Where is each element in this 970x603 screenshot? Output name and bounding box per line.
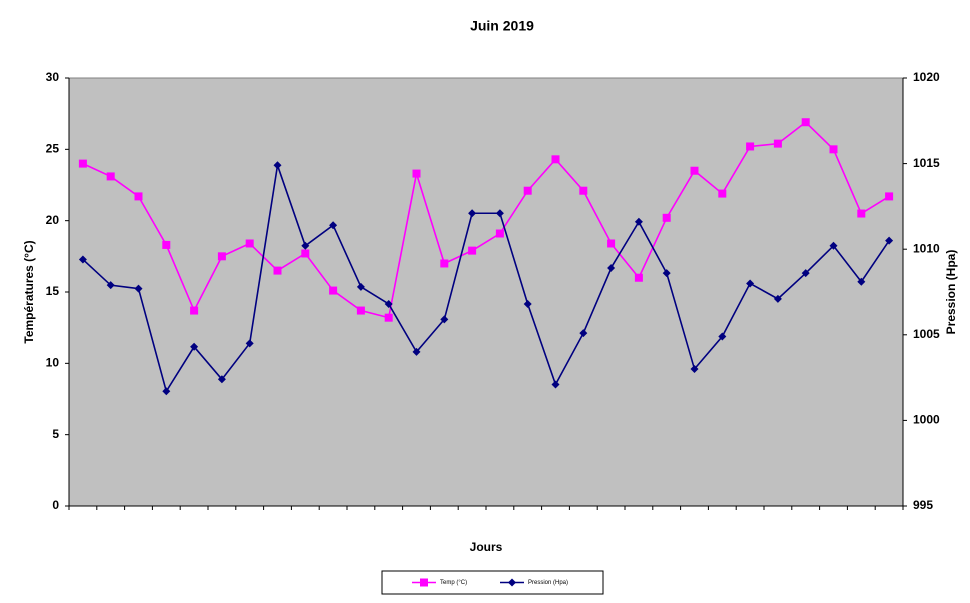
point bbox=[607, 264, 616, 273]
point bbox=[301, 241, 310, 250]
point bbox=[885, 236, 894, 245]
y-tick-label: 10 bbox=[46, 356, 60, 370]
y-tick-label: 30 bbox=[46, 70, 60, 84]
y2-axis-title: Pression (Hpa) bbox=[944, 250, 958, 335]
point bbox=[801, 118, 810, 127]
y2-tick-label: 1005 bbox=[913, 327, 940, 341]
y-tick-label: 0 bbox=[52, 498, 59, 512]
point bbox=[106, 172, 115, 181]
point bbox=[718, 189, 727, 198]
y-tick-label: 5 bbox=[52, 427, 59, 441]
point bbox=[78, 255, 87, 264]
point bbox=[245, 239, 254, 248]
point bbox=[384, 299, 393, 308]
point bbox=[579, 186, 588, 195]
y2-tick-label: 1000 bbox=[913, 413, 940, 427]
point bbox=[690, 166, 699, 175]
point bbox=[134, 192, 143, 201]
y2-tick-label: 1010 bbox=[913, 241, 940, 255]
chart-title: Juin 2019 bbox=[470, 18, 534, 34]
point bbox=[634, 217, 643, 226]
point bbox=[662, 269, 671, 278]
point bbox=[217, 375, 226, 384]
point bbox=[746, 142, 755, 151]
point bbox=[885, 192, 894, 201]
point bbox=[412, 169, 421, 178]
point bbox=[162, 240, 171, 249]
y-tick-label: 25 bbox=[46, 142, 60, 156]
legend-label: Pression (Hpa) bbox=[528, 580, 568, 586]
point bbox=[356, 306, 365, 315]
point bbox=[78, 159, 87, 168]
point bbox=[773, 294, 782, 303]
point bbox=[690, 365, 699, 374]
point bbox=[190, 342, 199, 351]
point bbox=[523, 299, 532, 308]
point bbox=[857, 209, 866, 218]
point bbox=[495, 229, 504, 238]
point bbox=[273, 266, 282, 275]
y2-tick-label: 1015 bbox=[913, 156, 940, 170]
point bbox=[329, 221, 338, 230]
point bbox=[468, 209, 477, 218]
point bbox=[329, 286, 338, 295]
point bbox=[746, 279, 755, 288]
point bbox=[495, 209, 504, 218]
point bbox=[801, 269, 810, 278]
y-axis-title: Températures (°C) bbox=[22, 240, 36, 343]
point bbox=[356, 282, 365, 291]
point bbox=[162, 387, 171, 396]
legend-marker bbox=[420, 578, 428, 587]
point bbox=[773, 139, 782, 148]
point bbox=[217, 252, 226, 261]
point bbox=[134, 284, 143, 293]
y-tick-label: 20 bbox=[46, 213, 60, 227]
legend-box bbox=[381, 570, 604, 595]
point bbox=[662, 213, 671, 222]
point bbox=[384, 313, 393, 322]
point bbox=[106, 281, 115, 290]
point bbox=[273, 161, 282, 170]
point bbox=[829, 241, 838, 250]
point bbox=[190, 306, 199, 315]
x-axis-title: Jours bbox=[470, 540, 503, 554]
point bbox=[579, 329, 588, 338]
point bbox=[440, 259, 449, 268]
point bbox=[301, 249, 310, 258]
point bbox=[245, 339, 254, 348]
point bbox=[718, 332, 727, 341]
legend-marker bbox=[508, 578, 516, 587]
point bbox=[523, 186, 532, 195]
y-tick-label: 15 bbox=[46, 284, 60, 298]
point bbox=[634, 273, 643, 282]
point bbox=[607, 239, 616, 248]
point bbox=[857, 277, 866, 286]
point bbox=[412, 347, 421, 356]
y2-tick-label: 995 bbox=[913, 498, 933, 512]
series-line bbox=[82, 165, 890, 394]
point bbox=[468, 246, 477, 255]
point bbox=[551, 155, 560, 164]
point bbox=[829, 145, 838, 154]
point bbox=[440, 315, 449, 324]
point bbox=[551, 380, 560, 389]
y2-tick-label: 1020 bbox=[913, 70, 940, 84]
legend-label: Temp (°C) bbox=[440, 580, 467, 586]
series-line bbox=[82, 121, 890, 319]
